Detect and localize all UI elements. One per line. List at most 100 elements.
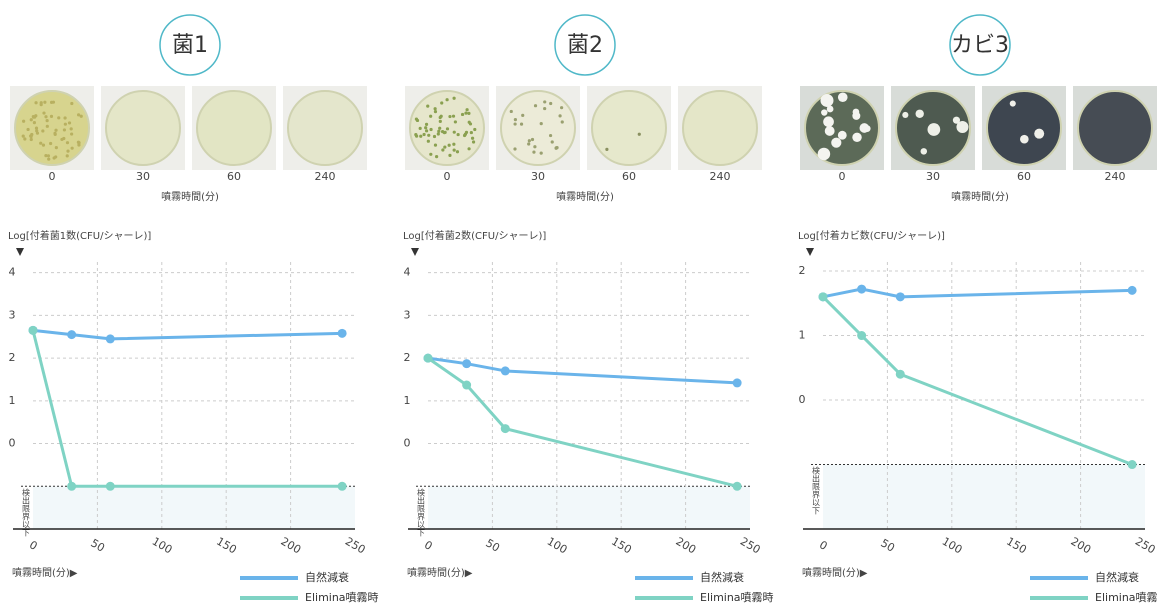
colony <box>433 143 438 147</box>
title-circle <box>159 14 221 76</box>
colony <box>956 121 969 134</box>
x-tick-label: 200 <box>1069 535 1094 557</box>
x-tick-label: 200 <box>279 535 304 557</box>
y-tick-label: 2 <box>9 351 16 364</box>
series-line <box>31 329 343 488</box>
colony <box>79 114 83 118</box>
colony <box>429 152 433 156</box>
y-tick-label: 0 <box>799 393 806 406</box>
colony <box>76 113 81 117</box>
detection-label: 検出限界以下 <box>22 487 31 537</box>
colony <box>433 107 437 111</box>
colony <box>44 115 48 119</box>
dish <box>287 90 363 166</box>
x-axis-label: 噴霧時間(分)▶ <box>802 567 868 579</box>
colony <box>473 127 477 132</box>
y-axis-label: Log[付着菌2数(CFU/シャーレ)] <box>403 229 546 242</box>
chart-title: 菌2 <box>567 33 603 58</box>
colony <box>548 133 553 138</box>
colony <box>54 145 58 150</box>
colony <box>422 132 426 137</box>
colony <box>554 146 558 150</box>
colony <box>432 134 437 139</box>
colony <box>69 127 73 131</box>
series-line <box>821 295 1133 466</box>
x-tick-label: 50 <box>88 536 107 554</box>
colony <box>426 104 430 108</box>
colony <box>63 122 67 126</box>
colony <box>915 109 924 118</box>
y-tick-label: 4 <box>404 266 411 279</box>
colony <box>448 153 452 157</box>
colony <box>427 133 431 137</box>
y-tick-label: 0 <box>9 437 16 450</box>
colony <box>448 114 452 119</box>
colony <box>414 117 419 121</box>
panel: カビ3 0 30 60 240 噴霧時間(分) Log[付着カビ数(CFU/シャーレ)] 検出… <box>798 14 1158 604</box>
x-tick-label: 50 <box>878 536 897 554</box>
colony <box>1020 134 1029 144</box>
colony <box>42 111 46 115</box>
x-tick-label: 250 <box>343 535 368 557</box>
colony <box>513 122 517 126</box>
colony <box>920 148 928 155</box>
sample-caption: 噴霧時間(分) <box>161 191 219 203</box>
colony <box>852 111 861 120</box>
colony <box>817 147 831 161</box>
colony <box>34 126 39 130</box>
sample-caption: 噴霧時間(分) <box>951 191 1009 203</box>
colony <box>30 132 34 137</box>
colony <box>560 120 564 124</box>
data-point <box>337 481 347 491</box>
colony <box>467 111 471 115</box>
data-point <box>28 325 38 335</box>
x-tick-label: 250 <box>738 535 763 557</box>
colony <box>824 126 835 136</box>
colony <box>41 143 46 147</box>
colony <box>49 141 53 146</box>
data-point <box>105 481 115 491</box>
colony <box>418 126 422 131</box>
colony <box>509 109 513 114</box>
colony <box>45 124 49 128</box>
colony <box>527 139 531 143</box>
sample-time: 0 <box>839 170 846 183</box>
dish <box>500 90 576 166</box>
y-tick-label: 3 <box>9 308 16 321</box>
data-point <box>732 378 742 388</box>
data-point <box>857 331 867 341</box>
colony <box>452 142 456 146</box>
x-tick-label: 0 <box>27 538 40 553</box>
colony <box>452 96 456 100</box>
panel: 菌20 30 60 240噴霧時間(分)Log[付着菌2数(CFU/シャーレ)]検出限… <box>403 14 774 604</box>
chart-title: 菌1 <box>172 33 208 58</box>
colony <box>438 126 442 130</box>
colony <box>927 123 941 136</box>
colony <box>445 98 449 102</box>
data-point <box>500 424 510 434</box>
y-tick-label: 1 <box>9 394 16 407</box>
colony <box>77 143 81 147</box>
dish <box>591 90 667 166</box>
colony <box>438 119 442 123</box>
colony <box>452 130 456 134</box>
colony <box>464 130 469 134</box>
colony <box>424 122 429 126</box>
colony <box>550 140 554 144</box>
sample-time: 240 <box>710 170 731 183</box>
sample-time: 30 <box>531 170 545 183</box>
colony <box>57 116 61 120</box>
x-tick-label: 250 <box>1133 535 1158 557</box>
dish <box>986 90 1062 166</box>
legend-label: Elimina噴霧時 <box>1095 591 1158 604</box>
y-arrow <box>16 248 24 256</box>
colony <box>443 145 447 149</box>
colony <box>464 111 468 115</box>
x-axis-label: 噴霧時間(分)▶ <box>407 567 473 579</box>
series-line <box>427 356 738 488</box>
data-point <box>732 481 742 491</box>
colony <box>437 129 441 133</box>
title-circle <box>949 14 1011 76</box>
colony <box>436 132 440 136</box>
data-point <box>105 334 115 344</box>
